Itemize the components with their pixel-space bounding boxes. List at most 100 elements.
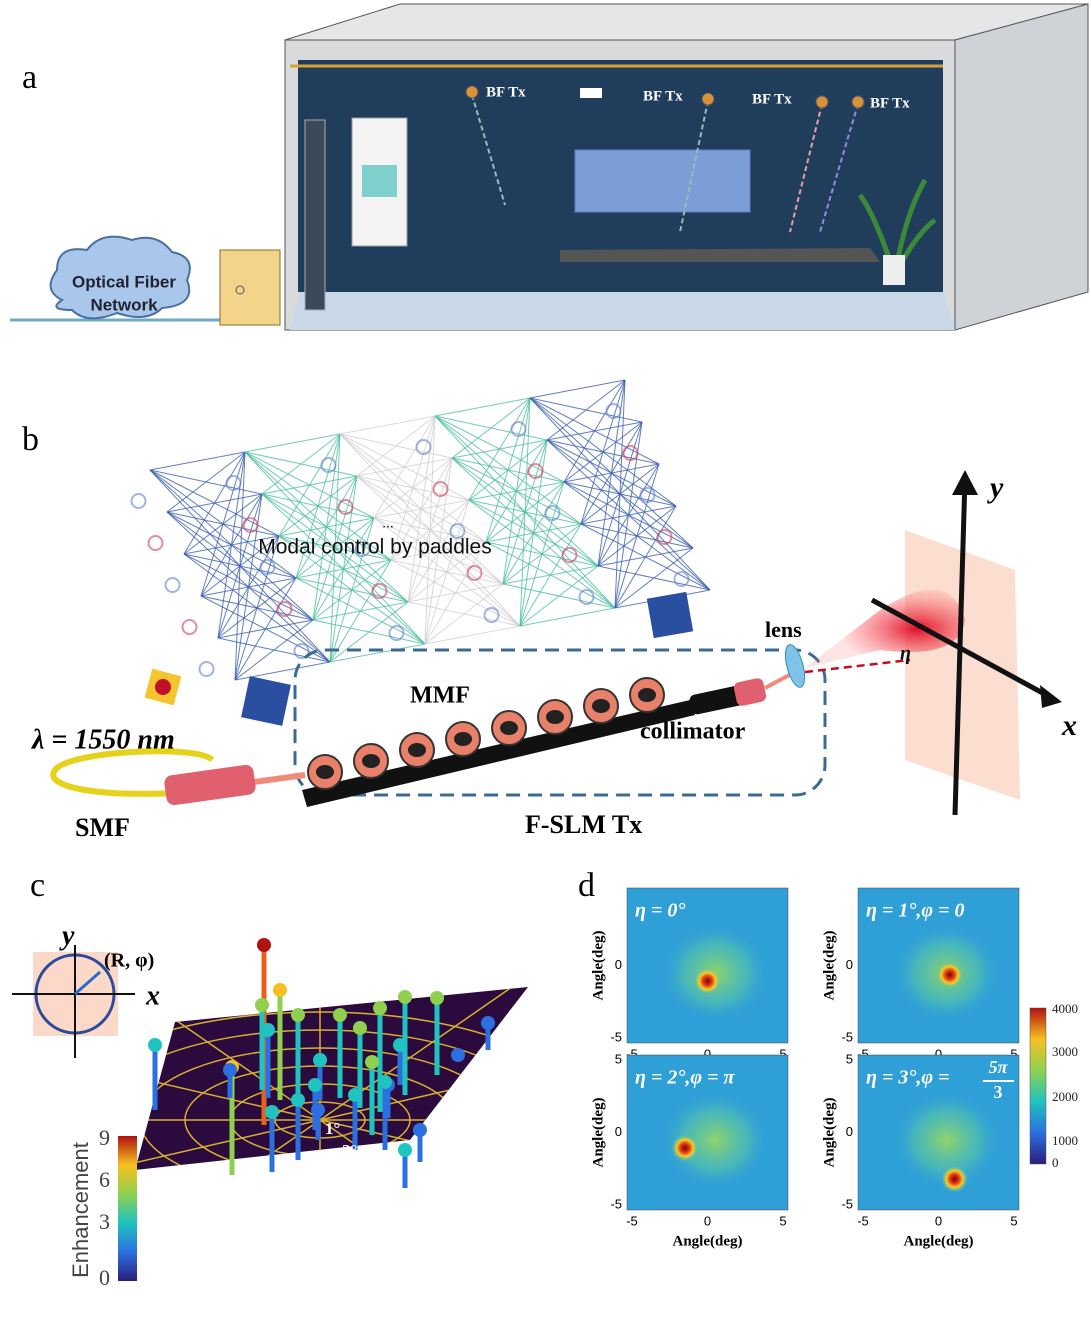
mode-pattern — [166, 578, 180, 592]
colorbar-tick: 2000 — [1052, 1089, 1078, 1104]
ring-label: 1° — [325, 1119, 340, 1138]
tx-node — [702, 93, 714, 105]
panel-a: a BF Tx BF Tx BF Tx BF Tx Optical Fiber … — [10, 4, 1088, 330]
board-art — [362, 165, 397, 197]
stem-head — [291, 1008, 305, 1022]
stem-head — [430, 991, 444, 1005]
plot-title: η = 0° — [635, 900, 685, 922]
stem-head — [398, 1143, 412, 1157]
mesh-line — [262, 434, 340, 494]
colorbar-tick: 3000 — [1052, 1044, 1078, 1059]
y-tick-label: 0 — [615, 957, 622, 972]
colorbar-tick: 1000 — [1052, 1133, 1078, 1148]
colorbar-tick: 6 — [99, 1167, 110, 1192]
tx-label: BF Tx — [486, 84, 526, 100]
stem-head — [481, 1016, 495, 1030]
mesh-line — [235, 662, 330, 680]
room-top — [285, 4, 1088, 40]
plot-title: η = 3°,φ = — [866, 1067, 949, 1089]
polar-plane — [135, 987, 528, 1170]
y-axis-label: Angle(deg) — [821, 1098, 837, 1168]
panel-b: b Modal control by paddles ... y x η len… — [22, 380, 1077, 842]
x-tick-label: 0 — [704, 1213, 711, 1228]
x-tick-label: -5 — [626, 1213, 638, 1228]
colorbar — [118, 1136, 137, 1281]
mesh-line — [330, 602, 408, 662]
y-tick-label: -5 — [610, 1196, 622, 1211]
ring-label: 2° — [342, 1141, 357, 1160]
stem-head — [308, 1078, 322, 1092]
paddle-core — [546, 710, 564, 724]
x-axis-label: Angle(deg) — [904, 1233, 974, 1249]
colorbar-tick: 0 — [99, 1265, 110, 1290]
stem-head — [348, 1088, 362, 1102]
plot-title: η = 1°,φ = 0 — [866, 900, 964, 922]
plot-title: η = 2°,φ = π — [635, 1067, 735, 1089]
colorbar-tick: 9 — [99, 1125, 110, 1150]
eta-label: η = — [288, 1161, 324, 1190]
figure: a BF Tx BF Tx BF Tx BF Tx Optical Fiber … — [0, 0, 1091, 1338]
tx-label: BF Tx — [752, 91, 792, 107]
y-tick-label: 5 — [846, 1051, 853, 1066]
stem-head — [393, 1038, 407, 1052]
mmf-label: MMF — [410, 683, 470, 709]
coord-label: (R, φ) — [104, 950, 154, 972]
eta-label: η — [900, 643, 911, 665]
y-tick-label: 5 — [615, 1051, 622, 1066]
cloud-label: Optical Fiber — [72, 272, 176, 291]
colorbar-tick: 4000 — [1052, 1001, 1078, 1016]
stem-head — [398, 990, 412, 1004]
stem-head — [273, 983, 287, 997]
tx-node — [816, 96, 828, 108]
ring-label: 3° — [355, 1165, 370, 1184]
paddle-core — [362, 754, 380, 768]
door — [305, 120, 325, 310]
mode-pattern — [132, 494, 146, 508]
heatmap-peak — [941, 1165, 969, 1193]
mode-pattern — [200, 662, 214, 676]
colorbar — [1030, 1008, 1046, 1164]
y-tick-label: -5 — [841, 1196, 853, 1211]
smf-label: SMF — [75, 813, 130, 842]
tx-label: F-SLM Tx — [525, 810, 642, 839]
paddle-core — [454, 732, 472, 746]
axis-y-label: y — [987, 471, 1004, 504]
axis-x-label: x — [1061, 709, 1077, 742]
inset-y-label: y — [59, 920, 75, 951]
table — [560, 248, 880, 262]
speckle-image — [241, 676, 291, 726]
wavelength-label: λ = 1550 nm — [31, 724, 175, 755]
x-tick-label: 5 — [779, 1213, 786, 1228]
stem-head — [365, 1055, 379, 1069]
panel-label: a — [22, 59, 37, 96]
cabinet — [220, 250, 280, 325]
y-tick-label: 0 — [846, 957, 853, 972]
y-arrow — [952, 470, 978, 495]
x-tick-label: 0 — [935, 1213, 942, 1228]
stem-head — [413, 1123, 427, 1137]
mesh-line — [150, 452, 245, 470]
lens — [782, 643, 809, 690]
room-side — [955, 4, 1088, 330]
mesh-line — [547, 380, 625, 440]
x-axis-label: Angle(deg) — [673, 1233, 743, 1249]
network-mesh — [132, 380, 711, 680]
mesh-line — [530, 380, 625, 398]
connector — [163, 764, 256, 806]
y-tick-label: 0 — [846, 1124, 853, 1139]
heatmap-peak — [694, 967, 722, 995]
mesh-line — [235, 620, 313, 680]
tx-node — [852, 96, 864, 108]
tx-label: BF Tx — [643, 88, 683, 104]
stem-head — [333, 1008, 347, 1022]
paddle-core — [638, 688, 656, 702]
mode-spot — [155, 679, 171, 695]
mesh-line — [330, 644, 425, 662]
colorbar-tick: 3 — [99, 1209, 110, 1234]
mesh-line — [520, 566, 598, 626]
mesh-line — [452, 398, 530, 458]
collimator-label: collimator — [640, 719, 746, 745]
stem-head — [261, 1023, 275, 1037]
panel-label: d — [578, 867, 595, 904]
mesh-line — [425, 626, 520, 644]
